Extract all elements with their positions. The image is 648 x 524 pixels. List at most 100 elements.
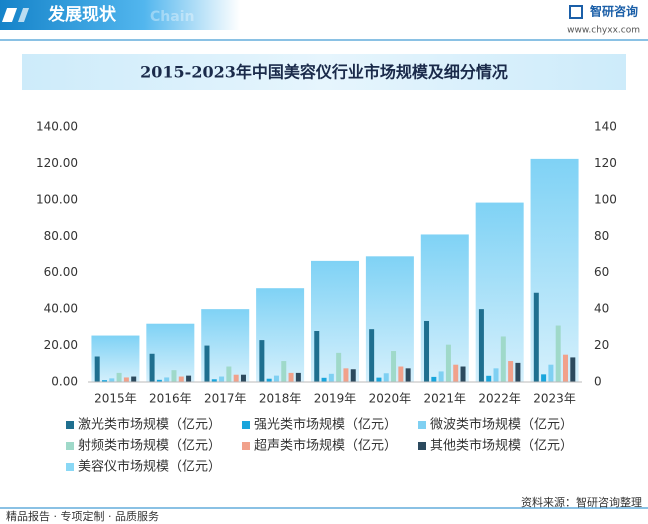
bar xyxy=(445,344,451,382)
legend-swatch xyxy=(66,463,74,471)
bar xyxy=(171,370,177,382)
y2-tick-label: 120 xyxy=(594,156,617,170)
legend-swatch xyxy=(242,442,250,450)
x-tick-label: 2023年 xyxy=(533,392,576,406)
y2-tick-label: 140 xyxy=(594,120,617,134)
legend-label: 美容仪市场规模（亿元） xyxy=(78,459,221,475)
bar xyxy=(493,368,499,382)
bar xyxy=(424,320,430,382)
legend-swatch xyxy=(66,442,74,450)
header-icon xyxy=(17,8,30,22)
y2-tick-label: 80 xyxy=(594,229,609,243)
x-tick-label: 2017年 xyxy=(204,392,247,406)
bar xyxy=(295,372,301,382)
x-tick-label: 2019年 xyxy=(314,392,357,406)
bar xyxy=(240,374,246,382)
bar xyxy=(328,373,334,382)
y2-tick-label: 20 xyxy=(594,338,609,352)
x-tick-label: 2015年 xyxy=(94,392,137,406)
bar xyxy=(548,364,554,382)
bar xyxy=(570,357,576,382)
bar xyxy=(405,368,411,382)
x-tick-label: 2021年 xyxy=(424,392,467,406)
bar xyxy=(533,292,539,382)
y2-tick-label: 0 xyxy=(594,375,602,389)
bar xyxy=(211,379,217,382)
bar xyxy=(383,373,389,382)
bar xyxy=(281,361,287,382)
bar xyxy=(233,374,239,382)
bar xyxy=(226,366,232,382)
legend-swatch xyxy=(242,421,250,429)
logo-icon xyxy=(569,5,583,19)
y-tick-label: 40.00 xyxy=(44,302,78,316)
legend-label: 超声类市场规模（亿元） xyxy=(254,438,397,454)
header-band xyxy=(0,0,240,30)
bar xyxy=(101,380,107,382)
bar xyxy=(109,378,115,382)
bar xyxy=(391,351,397,382)
bar xyxy=(555,325,561,382)
x-tick-label: 2022年 xyxy=(478,392,521,406)
bar xyxy=(94,356,100,382)
header-subtitle: Chain xyxy=(150,9,194,25)
bar xyxy=(131,376,137,382)
bar xyxy=(515,362,521,382)
y-tick-label: 0.00 xyxy=(51,375,78,389)
bar xyxy=(314,331,320,382)
bar xyxy=(398,366,404,382)
bar xyxy=(563,354,569,382)
bar xyxy=(376,377,382,382)
bar xyxy=(438,371,444,382)
legend-swatch xyxy=(418,442,426,450)
bar xyxy=(541,374,547,382)
y2-tick-label: 60 xyxy=(594,265,609,279)
bar xyxy=(369,329,375,382)
x-tick-label: 2020年 xyxy=(369,392,412,406)
bar xyxy=(204,345,210,382)
title-band xyxy=(22,54,626,90)
chart-title: 2015-2023年中国美容仪行业市场规模及细分情况 xyxy=(140,63,508,82)
bar xyxy=(116,372,122,382)
bar xyxy=(259,340,265,382)
legend-swatch xyxy=(418,421,426,429)
y-tick-label: 100.00 xyxy=(36,192,78,206)
plot: 0.00 20.00 40.00 60.00 80.00 100.00 120.00 140.… xyxy=(36,120,617,475)
bar xyxy=(486,375,492,382)
bar xyxy=(178,376,184,382)
bar xyxy=(478,309,484,382)
bar xyxy=(453,364,459,382)
bar xyxy=(219,376,225,382)
brand: 智研咨询 xyxy=(589,4,638,19)
legend-label: 微波类市场规模（亿元） xyxy=(430,417,573,433)
footer-source: 资料来源：智研咨询整理 xyxy=(521,495,642,509)
header-title: 发展现状 xyxy=(47,4,117,25)
bar xyxy=(288,372,294,382)
bar xyxy=(460,366,466,382)
y-tick-label: 20.00 xyxy=(44,338,78,352)
bar xyxy=(343,368,349,382)
y2-tick-label: 100 xyxy=(594,192,617,206)
bar xyxy=(186,375,192,382)
y-tick-label: 120.00 xyxy=(36,156,78,170)
y-tick-label: 80.00 xyxy=(44,229,78,243)
x-tick-label: 2018年 xyxy=(259,392,302,406)
legend-label: 强光类市场规模（亿元） xyxy=(254,417,397,433)
bar xyxy=(431,376,437,382)
bar xyxy=(508,361,514,382)
bar xyxy=(321,377,327,382)
header-icon xyxy=(1,8,18,22)
x-tick-label: 2016年 xyxy=(149,392,192,406)
bar xyxy=(273,375,279,382)
bar xyxy=(123,377,129,382)
bar xyxy=(156,379,162,382)
bar xyxy=(266,378,272,382)
footer-slogan: 精品报告 · 专项定制 · 品质服务 xyxy=(6,509,159,523)
legend-label: 激光类市场规模（亿元） xyxy=(78,417,221,433)
bar xyxy=(149,353,155,382)
bar xyxy=(350,369,356,382)
legend-label: 其他类市场规模（亿元） xyxy=(430,438,573,454)
legend-swatch xyxy=(66,421,74,429)
legend-label: 射频类市场规模（亿元） xyxy=(78,438,221,454)
